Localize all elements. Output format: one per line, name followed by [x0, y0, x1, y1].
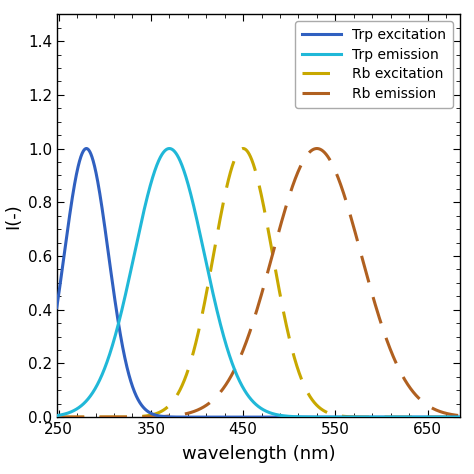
Line: Rb excitation: Rb excitation [31, 148, 474, 417]
Trp excitation [28, 402, 34, 408]
Trp emission [431, 414, 437, 420]
Rb excitation [431, 414, 437, 420]
Trp emission [81, 401, 86, 407]
Trp emission [108, 347, 114, 353]
Rb emission [225, 379, 231, 384]
Line: Trp emission: Trp emission [31, 148, 474, 417]
Y-axis label: I(-): I(-) [4, 203, 22, 228]
Rb emission [205, 401, 210, 407]
Trp excitation [108, 271, 114, 276]
Rb excitation [225, 180, 231, 185]
Trp excitation [81, 148, 86, 154]
Trp emission [225, 348, 231, 354]
Trp excitation [225, 414, 231, 420]
Rb emission [108, 414, 114, 420]
Line: Trp excitation: Trp excitation [31, 148, 474, 417]
X-axis label: wavelength (nm): wavelength (nm) [182, 445, 335, 463]
Trp excitation [83, 146, 89, 151]
Rb excitation [28, 414, 34, 420]
Rb excitation [81, 414, 86, 420]
Rb emission [81, 414, 86, 420]
Rb excitation [108, 414, 114, 420]
Legend: Trp excitation, Trp emission, Rb excitation, Rb emission: Trp excitation, Trp emission, Rb excitat… [295, 21, 453, 108]
Trp emission [166, 146, 172, 151]
Rb emission [28, 414, 34, 420]
Rb excitation [240, 146, 246, 151]
Line: Rb emission: Rb emission [31, 148, 474, 417]
Rb emission [431, 406, 437, 411]
Trp excitation [205, 414, 211, 420]
Trp excitation [431, 414, 437, 420]
Trp emission [28, 414, 34, 420]
Trp emission [205, 268, 211, 273]
Rb emission [314, 146, 319, 151]
Rb excitation [205, 283, 210, 289]
